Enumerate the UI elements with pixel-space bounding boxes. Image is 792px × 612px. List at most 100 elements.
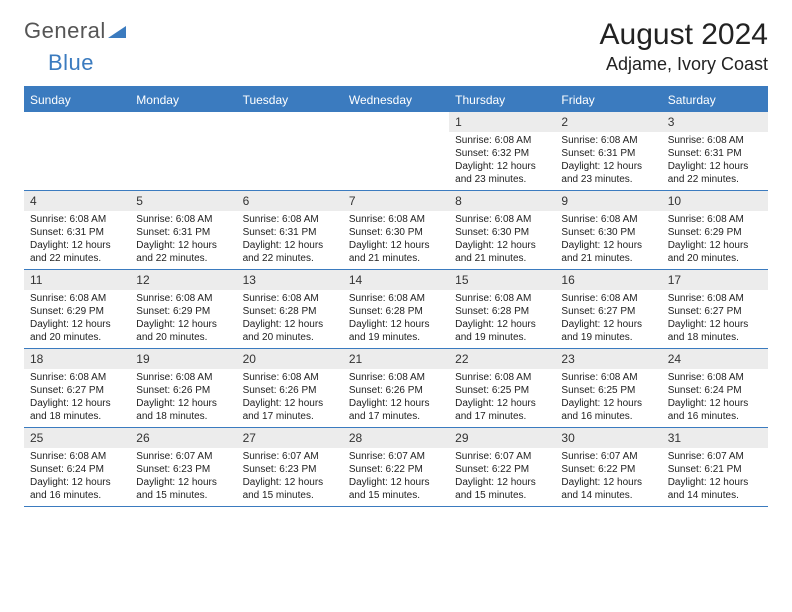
sunset-line: Sunset: 6:25 PM: [455, 384, 549, 397]
daylight-line: Daylight: 12 hours and 23 minutes.: [455, 160, 549, 186]
sunset-line: Sunset: 6:24 PM: [30, 463, 124, 476]
empty-cell: [237, 112, 343, 190]
sunset-line: Sunset: 6:26 PM: [136, 384, 230, 397]
daylight-line: Daylight: 12 hours and 18 minutes.: [136, 397, 230, 423]
day-cell: 26Sunrise: 6:07 AMSunset: 6:23 PMDayligh…: [130, 428, 236, 506]
sunset-line: Sunset: 6:31 PM: [243, 226, 337, 239]
day-cell: 30Sunrise: 6:07 AMSunset: 6:22 PMDayligh…: [555, 428, 661, 506]
sunrise-line: Sunrise: 6:07 AM: [561, 450, 655, 463]
day-details: Sunrise: 6:08 AMSunset: 6:27 PMDaylight:…: [555, 290, 661, 348]
day-details: Sunrise: 6:08 AMSunset: 6:27 PMDaylight:…: [24, 369, 130, 427]
day-cell: 31Sunrise: 6:07 AMSunset: 6:21 PMDayligh…: [662, 428, 768, 506]
day-number: 3: [662, 112, 768, 132]
sunrise-line: Sunrise: 6:08 AM: [30, 371, 124, 384]
sunrise-line: Sunrise: 6:08 AM: [349, 371, 443, 384]
day-number: 20: [237, 349, 343, 369]
sunset-line: Sunset: 6:30 PM: [455, 226, 549, 239]
daylight-line: Daylight: 12 hours and 20 minutes.: [243, 318, 337, 344]
week-row: 1Sunrise: 6:08 AMSunset: 6:32 PMDaylight…: [24, 112, 768, 191]
day-number: 26: [130, 428, 236, 448]
logo-text-blue: Blue: [48, 50, 94, 75]
sunset-line: Sunset: 6:31 PM: [668, 147, 762, 160]
sunset-line: Sunset: 6:29 PM: [136, 305, 230, 318]
day-cell: 21Sunrise: 6:08 AMSunset: 6:26 PMDayligh…: [343, 349, 449, 427]
day-details: Sunrise: 6:08 AMSunset: 6:29 PMDaylight:…: [24, 290, 130, 348]
day-details: Sunrise: 6:07 AMSunset: 6:22 PMDaylight:…: [449, 448, 555, 506]
day-details: Sunrise: 6:08 AMSunset: 6:29 PMDaylight:…: [130, 290, 236, 348]
sunset-line: Sunset: 6:28 PM: [243, 305, 337, 318]
day-number: 13: [237, 270, 343, 290]
sunrise-line: Sunrise: 6:07 AM: [243, 450, 337, 463]
day-cell: 22Sunrise: 6:08 AMSunset: 6:25 PMDayligh…: [449, 349, 555, 427]
day-number: 15: [449, 270, 555, 290]
sunset-line: Sunset: 6:31 PM: [136, 226, 230, 239]
daylight-line: Daylight: 12 hours and 15 minutes.: [243, 476, 337, 502]
daylight-line: Daylight: 12 hours and 15 minutes.: [349, 476, 443, 502]
sunrise-line: Sunrise: 6:08 AM: [349, 292, 443, 305]
day-details: Sunrise: 6:08 AMSunset: 6:26 PMDaylight:…: [130, 369, 236, 427]
day-number: 11: [24, 270, 130, 290]
day-cell: 27Sunrise: 6:07 AMSunset: 6:23 PMDayligh…: [237, 428, 343, 506]
page-title: August 2024: [600, 18, 768, 52]
day-details: Sunrise: 6:08 AMSunset: 6:31 PMDaylight:…: [24, 211, 130, 269]
sunrise-line: Sunrise: 6:08 AM: [668, 213, 762, 226]
sunrise-line: Sunrise: 6:08 AM: [30, 292, 124, 305]
day-number: 23: [555, 349, 661, 369]
daylight-line: Daylight: 12 hours and 23 minutes.: [561, 160, 655, 186]
daylight-line: Daylight: 12 hours and 14 minutes.: [668, 476, 762, 502]
day-details: Sunrise: 6:08 AMSunset: 6:28 PMDaylight:…: [343, 290, 449, 348]
week-row: 18Sunrise: 6:08 AMSunset: 6:27 PMDayligh…: [24, 349, 768, 428]
day-number: 19: [130, 349, 236, 369]
sunrise-line: Sunrise: 6:08 AM: [455, 134, 549, 147]
daylight-line: Daylight: 12 hours and 21 minutes.: [455, 239, 549, 265]
day-number: 31: [662, 428, 768, 448]
day-number: 29: [449, 428, 555, 448]
day-number: 6: [237, 191, 343, 211]
day-cell: 3Sunrise: 6:08 AMSunset: 6:31 PMDaylight…: [662, 112, 768, 190]
day-number: 8: [449, 191, 555, 211]
sunrise-line: Sunrise: 6:08 AM: [243, 371, 337, 384]
sunrise-line: Sunrise: 6:08 AM: [243, 292, 337, 305]
sunset-line: Sunset: 6:32 PM: [455, 147, 549, 160]
day-number: 4: [24, 191, 130, 211]
daylight-line: Daylight: 12 hours and 17 minutes.: [349, 397, 443, 423]
day-details: Sunrise: 6:08 AMSunset: 6:31 PMDaylight:…: [662, 132, 768, 190]
sunset-line: Sunset: 6:31 PM: [561, 147, 655, 160]
calendar-grid: SundayMondayTuesdayWednesdayThursdayFrid…: [24, 86, 768, 507]
day-details: Sunrise: 6:08 AMSunset: 6:24 PMDaylight:…: [662, 369, 768, 427]
day-details: Sunrise: 6:07 AMSunset: 6:22 PMDaylight:…: [555, 448, 661, 506]
empty-cell: [130, 112, 236, 190]
day-number: 1: [449, 112, 555, 132]
empty-cell: [24, 112, 130, 190]
day-number: 30: [555, 428, 661, 448]
day-cell: 20Sunrise: 6:08 AMSunset: 6:26 PMDayligh…: [237, 349, 343, 427]
week-row: 25Sunrise: 6:08 AMSunset: 6:24 PMDayligh…: [24, 428, 768, 507]
day-cell: 6Sunrise: 6:08 AMSunset: 6:31 PMDaylight…: [237, 191, 343, 269]
day-details: Sunrise: 6:08 AMSunset: 6:30 PMDaylight:…: [343, 211, 449, 269]
day-cell: 8Sunrise: 6:08 AMSunset: 6:30 PMDaylight…: [449, 191, 555, 269]
day-number: 5: [130, 191, 236, 211]
day-of-week-header: Monday: [130, 88, 236, 112]
sunset-line: Sunset: 6:22 PM: [561, 463, 655, 476]
logo: General Blue: [24, 18, 126, 76]
week-row: 4Sunrise: 6:08 AMSunset: 6:31 PMDaylight…: [24, 191, 768, 270]
sunrise-line: Sunrise: 6:08 AM: [243, 213, 337, 226]
sunrise-line: Sunrise: 6:08 AM: [30, 213, 124, 226]
sunset-line: Sunset: 6:27 PM: [668, 305, 762, 318]
day-details: Sunrise: 6:08 AMSunset: 6:30 PMDaylight:…: [555, 211, 661, 269]
daylight-line: Daylight: 12 hours and 19 minutes.: [561, 318, 655, 344]
day-details: Sunrise: 6:08 AMSunset: 6:30 PMDaylight:…: [449, 211, 555, 269]
sunset-line: Sunset: 6:25 PM: [561, 384, 655, 397]
day-number: 22: [449, 349, 555, 369]
daylight-line: Daylight: 12 hours and 20 minutes.: [30, 318, 124, 344]
empty-cell: [343, 112, 449, 190]
logo-triangle-icon: [108, 18, 126, 44]
day-number: 27: [237, 428, 343, 448]
day-cell: 1 Sunrise: 6:08 AMSunset: 6:32 PMDaylight…: [449, 112, 555, 190]
daylight-line: Daylight: 12 hours and 17 minutes.: [455, 397, 549, 423]
day-number: 18: [24, 349, 130, 369]
sunrise-line: Sunrise: 6:07 AM: [455, 450, 549, 463]
sunrise-line: Sunrise: 6:08 AM: [136, 371, 230, 384]
sunrise-line: Sunrise: 6:07 AM: [349, 450, 443, 463]
sunset-line: Sunset: 6:30 PM: [561, 226, 655, 239]
